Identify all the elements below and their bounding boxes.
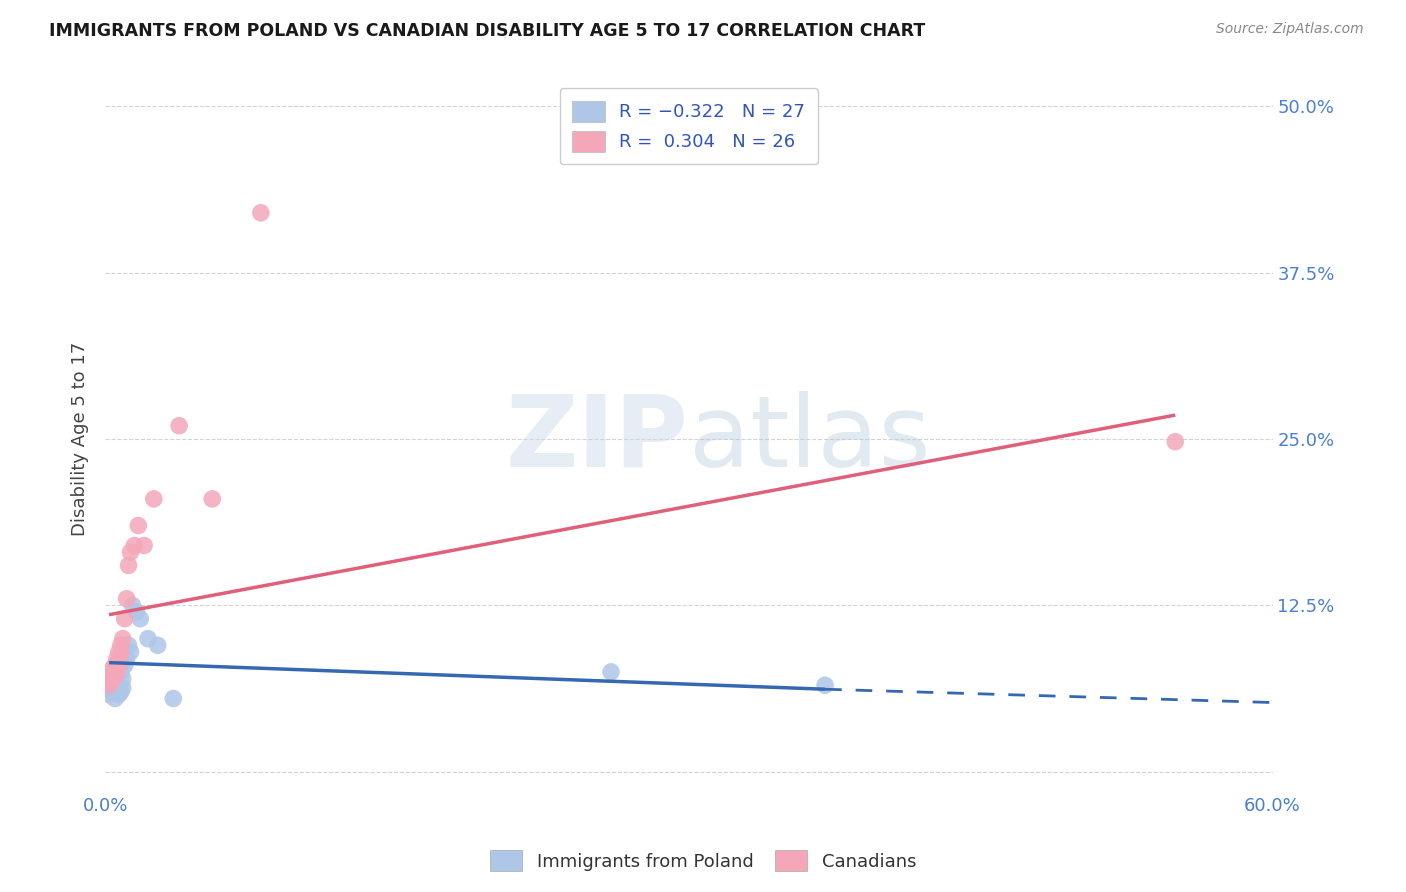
Text: ZIP: ZIP (506, 391, 689, 488)
Point (105, 682, 128, 697)
Point (110, 685, 132, 699)
Point (104, 691, 127, 706)
Point (162, 691, 184, 706)
Point (129, 612, 152, 626)
Point (98, 688, 121, 702)
Point (117, 558, 139, 573)
Point (1164, 434, 1187, 449)
Point (115, 591, 138, 606)
Point (110, 665, 132, 679)
Point (111, 681, 134, 695)
Point (105, 665, 128, 679)
Point (120, 645, 142, 659)
Point (136, 632, 159, 646)
Point (101, 661, 124, 675)
Point (125, 605, 148, 619)
Point (100, 682, 122, 697)
Point (114, 612, 136, 626)
Y-axis label: Disability Age 5 to 17: Disability Age 5 to 17 (72, 342, 89, 536)
Point (108, 645, 131, 659)
Point (100, 669, 122, 683)
Point (146, 638, 169, 652)
Legend: Immigrants from Poland, Canadians: Immigrants from Poland, Canadians (482, 843, 924, 879)
Point (120, 545, 142, 559)
Point (104, 658, 127, 673)
Point (201, 491, 224, 506)
Point (134, 539, 156, 553)
Point (111, 672, 134, 686)
Point (100, 678, 122, 692)
Point (104, 672, 127, 686)
Legend: R = −0.322   N = 27, R =  0.304   N = 26: R = −0.322 N = 27, R = 0.304 N = 26 (560, 88, 818, 164)
Point (105, 669, 128, 683)
Point (110, 638, 132, 652)
Point (104, 669, 127, 683)
Point (127, 518, 149, 533)
Text: IMMIGRANTS FROM POLAND VS CANADIAN DISABILITY AGE 5 TO 17 CORRELATION CHART: IMMIGRANTS FROM POLAND VS CANADIAN DISAB… (49, 22, 925, 40)
Point (108, 688, 131, 702)
Point (142, 491, 165, 506)
Text: Source: ZipAtlas.com: Source: ZipAtlas.com (1216, 22, 1364, 37)
Point (111, 632, 134, 646)
Point (250, 206, 273, 220)
Point (108, 658, 131, 673)
Point (114, 658, 136, 673)
Point (100, 674, 122, 689)
Point (167, 418, 190, 433)
Point (101, 672, 124, 686)
Point (108, 678, 131, 692)
Point (115, 651, 138, 665)
Point (117, 638, 139, 652)
Text: atlas: atlas (689, 391, 931, 488)
Point (101, 674, 124, 689)
Point (110, 648, 132, 662)
Point (600, 665, 623, 679)
Point (105, 651, 128, 665)
Point (121, 599, 143, 613)
Point (101, 685, 124, 699)
Point (124, 539, 146, 553)
Point (98, 678, 121, 692)
Point (814, 678, 837, 692)
